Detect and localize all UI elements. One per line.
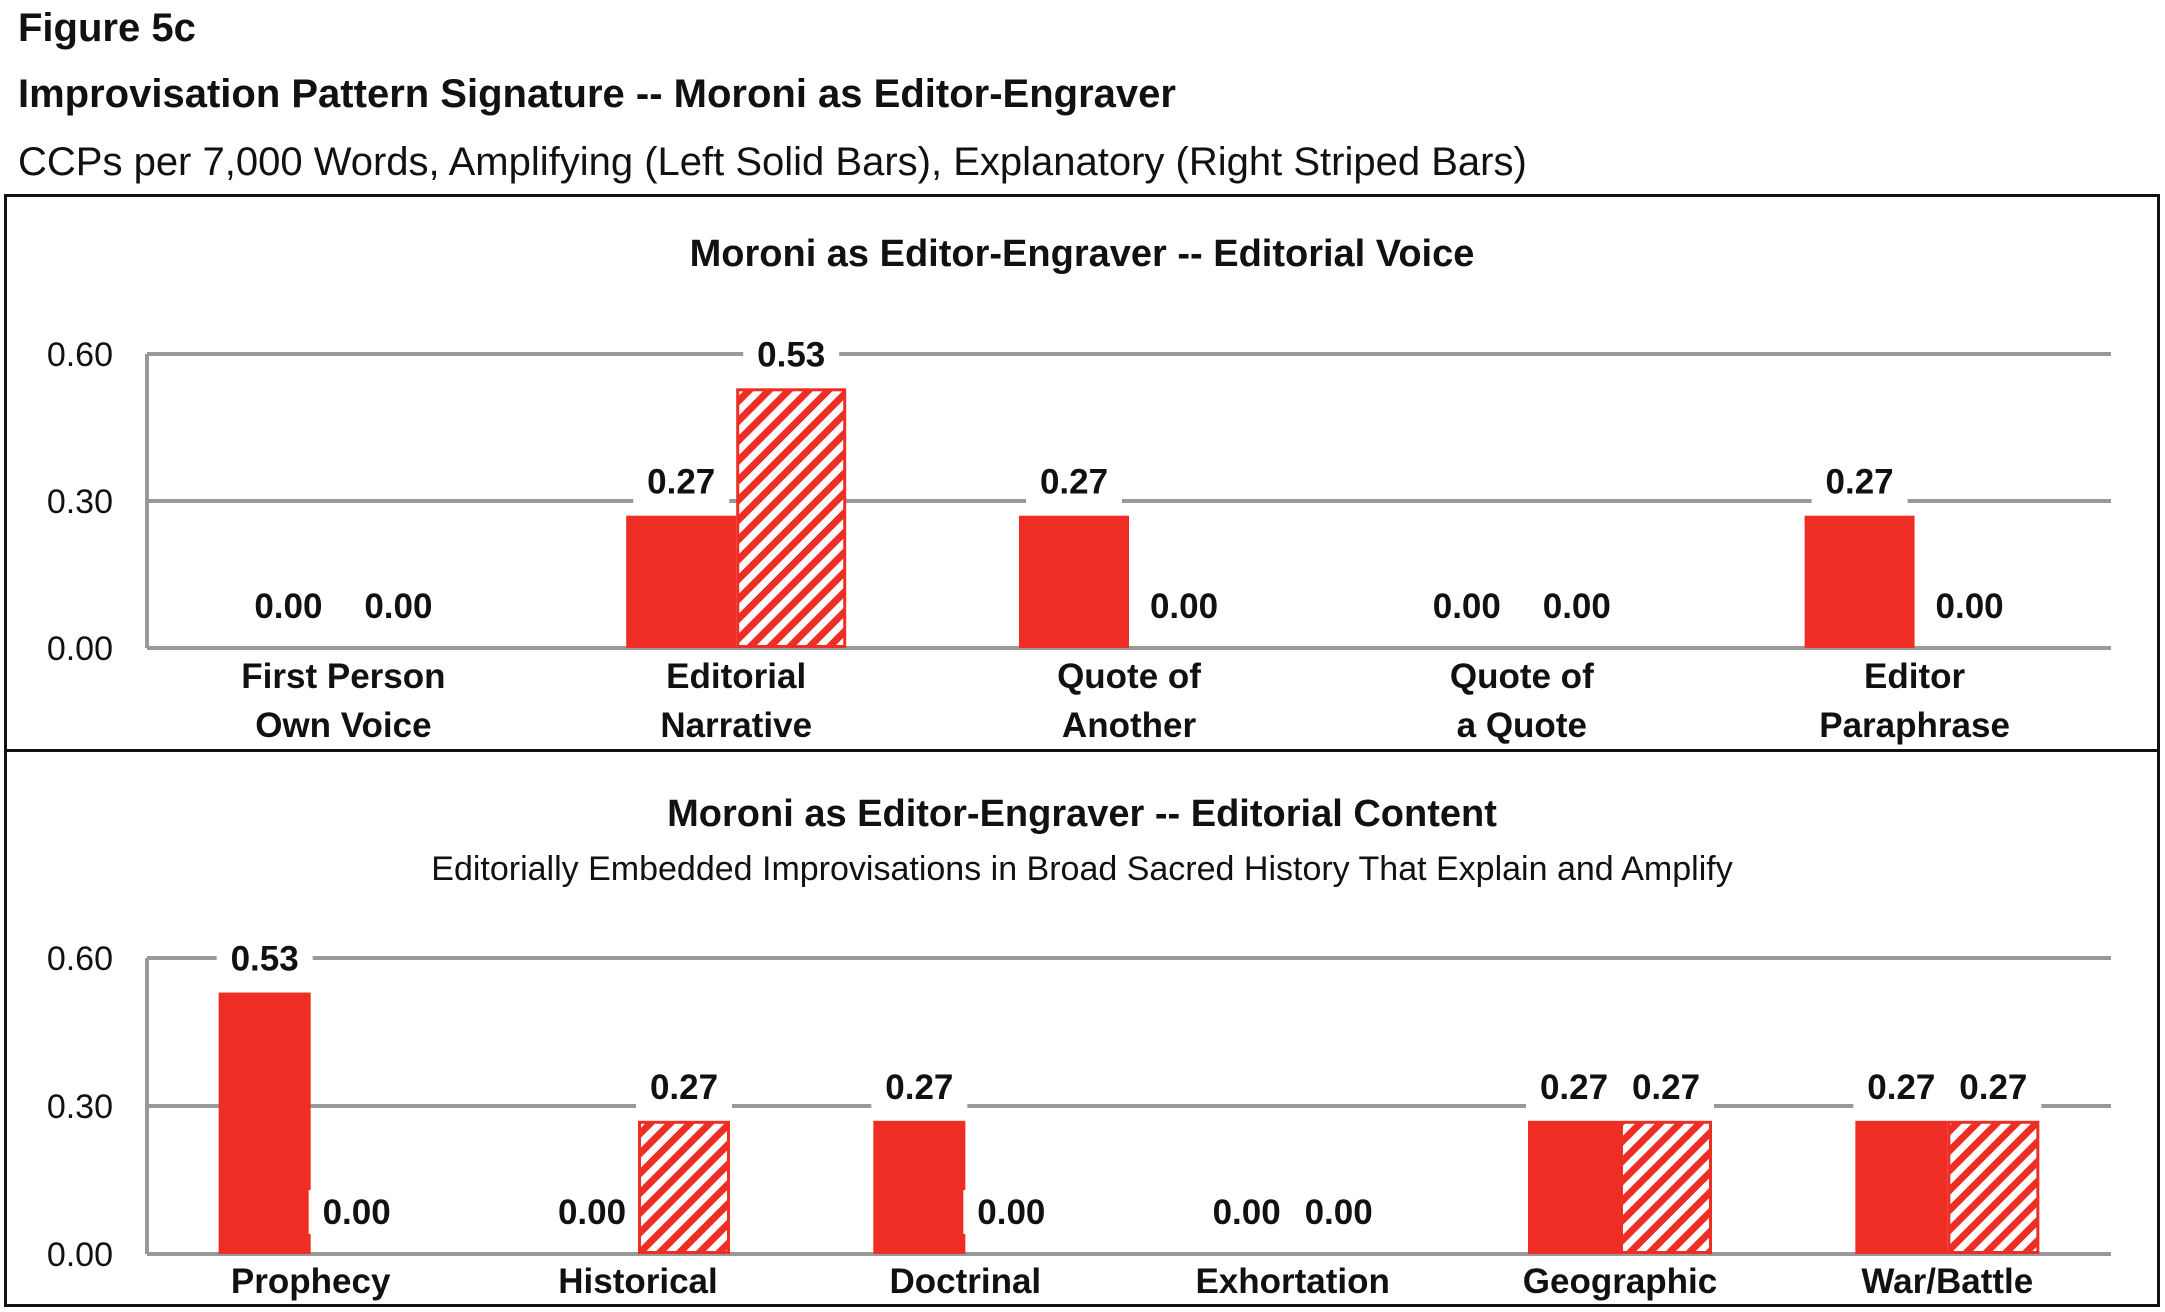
figure-subtitle: CCPs per 7,000 Words, Amplifying (Left S… [18, 140, 1527, 184]
data-label: 0.27 [1632, 1068, 1700, 1107]
data-label: 0.27 [1959, 1068, 2027, 1107]
data-label-bg [1198, 1190, 1295, 1234]
data-label: 0.27 [1867, 1068, 1935, 1107]
data-label: 0.00 [1543, 587, 1611, 626]
bar-amplifying [1855, 1120, 1948, 1254]
data-label-bg [963, 1190, 1060, 1234]
data-label-bg [1811, 459, 1908, 504]
data-label: 0.00 [1150, 587, 1218, 626]
data-label-bg [544, 1190, 640, 1234]
editorial-voice-panel: Moroni as Editor-Engraver -- Editorial V… [4, 194, 2160, 752]
data-label: 0.00 [1305, 1193, 1373, 1232]
data-label: 0.00 [254, 587, 322, 626]
data-label: 0.00 [1213, 1193, 1281, 1232]
editorial-content-chart: Moroni as Editor-Engraver -- Editorial C… [47, 793, 2111, 1301]
data-label: 0.27 [885, 1068, 953, 1107]
data-label: 0.00 [1936, 587, 2004, 626]
bar-explanatory [1620, 1120, 1712, 1254]
category-label: Own Voice [255, 706, 431, 745]
data-label: 0.00 [558, 1193, 626, 1232]
y-tick-label: 0.00 [47, 1236, 113, 1274]
data-label: 0.00 [323, 1193, 391, 1232]
data-label: 0.27 [1826, 463, 1894, 502]
category-label: War/Battle [1861, 1262, 2033, 1301]
data-label-bg [1290, 1190, 1387, 1234]
data-label-bg [1618, 1064, 1714, 1109]
bar-amplifying [873, 1120, 966, 1254]
data-label-bg [743, 332, 840, 377]
category-label: Geographic [1523, 1262, 1717, 1301]
data-label-bg [1921, 584, 2018, 628]
panel-subtitle: Editorially Embedded Improvisations in B… [431, 850, 1732, 888]
y-tick-label: 0.30 [47, 1088, 113, 1126]
bar-amplifying [218, 992, 311, 1254]
category-label: Quote of [1057, 657, 1201, 696]
data-label: 0.00 [364, 587, 432, 626]
category-label: Doctrinal [889, 1262, 1041, 1301]
data-label: 0.27 [1540, 1068, 1608, 1107]
y-tick-label: 0.30 [47, 483, 113, 521]
data-label-bg [308, 1190, 405, 1234]
data-label-bg [216, 936, 313, 981]
data-label: 0.00 [977, 1193, 1045, 1232]
bar-explanatory [638, 1120, 730, 1254]
data-label-bg [871, 1064, 968, 1109]
data-label-bg [1026, 459, 1122, 504]
editorial-content-panel: Moroni as Editor-Engraver -- Editorial C… [4, 749, 2160, 1307]
data-label: 0.53 [757, 335, 825, 374]
bar-amplifying [1019, 515, 1129, 648]
data-label: 0.53 [231, 940, 299, 979]
data-label-bg [1418, 584, 1515, 628]
data-label: 0.27 [1040, 463, 1108, 502]
data-label-bg [1526, 1064, 1622, 1109]
panel-title: Moroni as Editor-Engraver -- Editorial C… [667, 793, 1497, 835]
figure-title: Improvisation Pattern Signature -- Moron… [18, 72, 1176, 116]
bar-amplifying [626, 515, 737, 648]
editorial-voice-chart: Moroni as Editor-Engraver -- Editorial V… [47, 233, 2111, 745]
category-label: Editorial [666, 657, 806, 696]
data-label-bg [633, 459, 730, 504]
figure-label: Figure 5c [18, 6, 196, 50]
bar-explanatory [736, 388, 847, 649]
category-label: Narrative [660, 706, 812, 745]
data-label-bg [1136, 584, 1232, 628]
data-label: 0.00 [1433, 587, 1501, 626]
category-label: Historical [558, 1262, 718, 1301]
y-tick-label: 0.60 [47, 940, 113, 978]
data-label-bg [350, 584, 447, 628]
category-label: a Quote [1457, 706, 1587, 745]
bar-amplifying [1804, 515, 1915, 648]
category-label: First Person [241, 657, 445, 696]
bar-amplifying [1528, 1120, 1620, 1254]
data-label-bg [1945, 1064, 2042, 1109]
data-label-bg [240, 584, 337, 628]
category-label: Editor [1864, 657, 1965, 696]
data-label-bg [1528, 584, 1625, 628]
data-label: 0.27 [650, 1068, 718, 1107]
category-label: Exhortation [1195, 1262, 1389, 1301]
y-tick-label: 0.60 [47, 336, 113, 374]
bar-explanatory [1947, 1120, 2040, 1254]
data-label: 0.27 [647, 463, 715, 502]
data-label-bg [636, 1064, 732, 1109]
panel-title: Moroni as Editor-Engraver -- Editorial V… [690, 233, 1475, 275]
category-label: Quote of [1450, 657, 1594, 696]
category-label: Prophecy [231, 1262, 391, 1301]
data-label-bg [1853, 1064, 1950, 1109]
y-tick-label: 0.00 [47, 630, 113, 668]
category-label: Another [1062, 706, 1197, 745]
category-label: Paraphrase [1819, 706, 2010, 745]
